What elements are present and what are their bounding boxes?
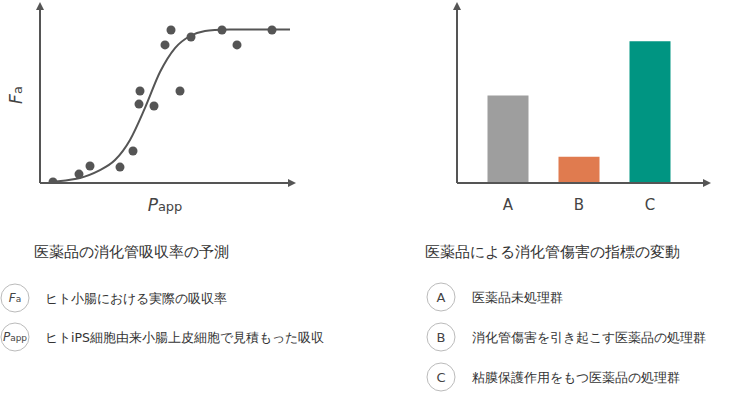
legend-text: ヒトiPS細胞由来小腸上皮細胞で見積もった吸収 [45, 330, 324, 345]
plot-marks [488, 41, 671, 183]
bar [630, 41, 671, 183]
data-point [161, 40, 170, 49]
x-tick-label: C [645, 196, 655, 214]
data-point [116, 163, 125, 172]
y-axis-label-main: F [6, 94, 26, 104]
legend-symbol: Fa [9, 291, 21, 305]
legend-symbol: B [437, 330, 446, 345]
x-axis [457, 182, 705, 184]
bar [488, 96, 529, 184]
chart-title: 医薬品による消化管傷害の指標の変動 [425, 243, 680, 261]
data-point [233, 40, 242, 49]
legend-symbol-sub: a [16, 294, 22, 304]
data-point [218, 26, 227, 35]
data-point [75, 170, 84, 179]
legend-badge [1, 284, 29, 312]
data-point [86, 162, 95, 171]
x-axis-label: Papp [148, 195, 183, 215]
chart-scatter: Papp Fa [6, 2, 296, 215]
legend-badge [427, 363, 455, 391]
bar [559, 157, 600, 183]
x-axis [40, 182, 290, 184]
y-axis [456, 8, 458, 183]
data-point [176, 86, 185, 95]
x-tick-label: B [574, 196, 584, 214]
data-point [129, 146, 138, 155]
y-axis-arrow [453, 2, 461, 10]
y-axis [39, 8, 41, 183]
legend-symbol: Papp [3, 330, 27, 344]
legend-text: 粘膜保護作用をもつ医薬品の処理群 [472, 370, 680, 385]
y-axis-label: Fa [6, 86, 26, 104]
y-axis-arrow [36, 2, 44, 10]
data-point [136, 86, 145, 95]
data-point [268, 26, 277, 35]
data-point [167, 26, 176, 35]
x-axis-arrow [703, 179, 711, 187]
legend-text: 消化管傷害を引き起こす医薬品の処理群 [472, 330, 706, 345]
legend-badge [427, 323, 455, 351]
legend-badge [1, 323, 29, 351]
legend-text: ヒト小腸における実際の吸収率 [45, 291, 227, 306]
legend-symbol: A [437, 290, 446, 305]
chart-bar: A B C [453, 2, 711, 214]
x-tick-label: A [503, 196, 514, 214]
fit-curve [53, 29, 290, 182]
data-point [150, 102, 159, 111]
data-point [135, 100, 144, 109]
legend-symbol-sub: app [10, 333, 27, 343]
chart-title: 医薬品の消化管吸収率の予測 [34, 243, 229, 261]
y-axis-label-sub: a [10, 86, 25, 94]
legend-badge [427, 283, 455, 311]
plot-marks [49, 26, 291, 183]
x-axis-label-sub: app [158, 199, 182, 214]
data-point [187, 33, 196, 42]
legend-symbol: C [436, 370, 445, 385]
legend-text: 医薬品未処理群 [472, 290, 563, 305]
x-axis-arrow [288, 179, 296, 187]
page: Papp Fa 医薬品の消化管吸収率の予測 Fa ヒト小腸における実際の吸収率 Papp ヒ… [0, 0, 734, 394]
